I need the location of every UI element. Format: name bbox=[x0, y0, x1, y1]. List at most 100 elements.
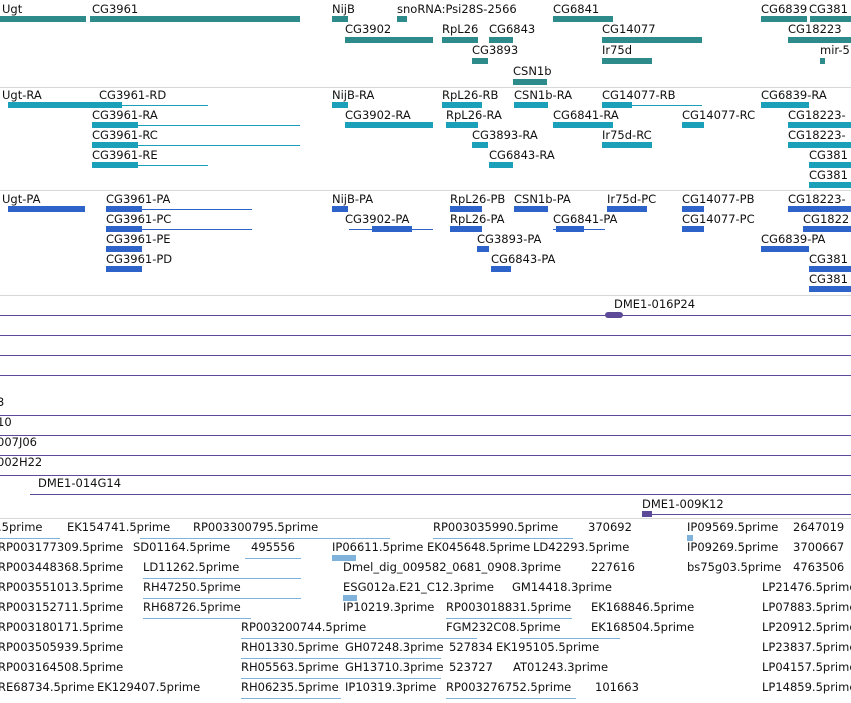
transcript-label[interactable]: CG6843-PA bbox=[491, 252, 556, 266]
transcript-feature[interactable] bbox=[809, 162, 851, 168]
est-feature[interactable] bbox=[143, 598, 301, 599]
est-label[interactable]: RH01330.5prime bbox=[241, 640, 339, 654]
transcript-label[interactable]: CG6839-PA bbox=[761, 232, 826, 246]
est-label[interactable]: RP003152711.5prime bbox=[0, 600, 124, 614]
transcript-label[interactable]: CG6843-RA bbox=[489, 148, 555, 162]
transcript-feature[interactable] bbox=[8, 206, 85, 212]
est-label[interactable]: 101663 bbox=[595, 680, 639, 694]
clone-feature[interactable] bbox=[0, 335, 851, 336]
transcript-feature[interactable] bbox=[803, 226, 851, 232]
transcript-label[interactable]: RpL26-PB bbox=[450, 192, 506, 206]
transcript-feature[interactable] bbox=[106, 209, 252, 210]
transcript-label[interactable]: RpL26-RA bbox=[446, 108, 502, 122]
est-label[interactable]: 2647019 bbox=[793, 520, 845, 534]
est-label[interactable]: RP003177309.5prime bbox=[0, 540, 124, 554]
clone-label[interactable]: 007J06 bbox=[0, 435, 37, 449]
transcript-label[interactable]: CG3961-RC bbox=[92, 128, 158, 142]
gene-feature[interactable] bbox=[788, 37, 851, 43]
clone-feature[interactable] bbox=[0, 455, 851, 456]
transcript-feature[interactable] bbox=[477, 246, 489, 252]
est-label[interactable]: LP20912.5prime bbox=[762, 620, 851, 634]
gene-label[interactable]: RpL26 bbox=[442, 22, 479, 36]
transcript-label[interactable]: CG6841-PA bbox=[553, 212, 618, 226]
gene-feature[interactable] bbox=[0, 16, 86, 22]
est-label[interactable]: 370692 bbox=[588, 520, 632, 534]
gene-feature[interactable] bbox=[345, 37, 433, 43]
transcript-label[interactable]: CG6839-RA bbox=[761, 88, 827, 102]
est-feature[interactable] bbox=[241, 658, 441, 659]
est-label[interactable]: EK195105.5prime bbox=[496, 640, 600, 654]
gene-feature[interactable] bbox=[332, 16, 348, 22]
est-feature[interactable] bbox=[520, 638, 620, 639]
est-label[interactable]: 3700667 bbox=[793, 540, 845, 554]
clone-feature[interactable] bbox=[642, 514, 851, 515]
transcript-label[interactable]: CG3961-PD bbox=[106, 252, 173, 266]
transcript-label[interactable]: CG18223- bbox=[788, 128, 846, 142]
est-label[interactable]: IP06611.5prime bbox=[332, 540, 424, 554]
est-label[interactable]: LD42293.5prime bbox=[533, 540, 630, 554]
transcript-label[interactable]: Ir75d-PC bbox=[607, 192, 657, 206]
transcript-label[interactable]: CG14077-PB bbox=[682, 192, 755, 206]
gene-label[interactable]: mir-5 bbox=[820, 43, 850, 57]
gene-label[interactable]: Ir75d bbox=[602, 43, 633, 57]
transcript-label[interactable]: CG1822 bbox=[803, 212, 850, 226]
est-label[interactable]: RP003448368.5prime bbox=[0, 560, 124, 574]
clone-feature[interactable] bbox=[0, 355, 851, 356]
est-feature[interactable] bbox=[343, 595, 357, 601]
est-label[interactable]: EK168504.5prime bbox=[591, 620, 695, 634]
gene-feature[interactable] bbox=[553, 16, 613, 22]
transcript-feature[interactable] bbox=[682, 122, 704, 128]
est-label[interactable]: EK168846.5prime bbox=[591, 600, 695, 614]
gene-label[interactable]: CG3902 bbox=[345, 22, 392, 36]
transcript-label[interactable]: CG381 bbox=[809, 148, 848, 162]
est-label[interactable]: 527834 bbox=[449, 640, 493, 654]
transcript-feature[interactable] bbox=[332, 206, 348, 212]
clone-feature[interactable] bbox=[0, 475, 851, 476]
clone-feature[interactable] bbox=[0, 375, 851, 376]
gene-label[interactable]: CG3961 bbox=[92, 2, 139, 16]
gene-label[interactable]: Ugt bbox=[2, 2, 23, 16]
gene-feature[interactable] bbox=[90, 16, 300, 22]
transcript-label[interactable]: CG3961-PA bbox=[106, 192, 171, 206]
transcript-feature[interactable] bbox=[92, 165, 208, 166]
est-label[interactable]: bs75g03.5prime bbox=[687, 560, 782, 574]
est-label[interactable]: FGM232C08.5prime bbox=[446, 620, 561, 634]
transcript-feature[interactable] bbox=[788, 122, 851, 128]
transcript-label[interactable]: CG18223- bbox=[788, 108, 846, 122]
clone-label[interactable]: DME1-009K12 bbox=[642, 497, 724, 511]
est-label[interactable]: RH68726.5prime bbox=[143, 600, 241, 614]
gene-feature[interactable] bbox=[602, 58, 652, 64]
transcript-label[interactable]: CG3893-PA bbox=[477, 232, 542, 246]
est-label[interactable]: RP003018831.5prime bbox=[446, 600, 572, 614]
gene-feature[interactable] bbox=[489, 37, 513, 43]
est-label[interactable]: 523727 bbox=[449, 660, 493, 674]
clone-label[interactable]: 10 bbox=[0, 415, 12, 429]
transcript-feature[interactable] bbox=[602, 105, 702, 106]
est-label[interactable]: GH13710.3prime bbox=[345, 660, 444, 674]
est-feature[interactable] bbox=[332, 555, 356, 561]
est-label[interactable]: IP09269.5prime bbox=[687, 540, 779, 554]
gene-feature[interactable] bbox=[442, 37, 478, 43]
transcript-label[interactable]: RpL26-PA bbox=[450, 212, 505, 226]
est-feature[interactable] bbox=[241, 698, 341, 699]
gene-feature[interactable] bbox=[397, 16, 407, 22]
transcript-label[interactable]: CG3902-RA bbox=[345, 108, 411, 122]
transcript-feature[interactable] bbox=[602, 142, 652, 148]
est-feature[interactable] bbox=[433, 538, 573, 539]
transcript-feature[interactable] bbox=[450, 226, 482, 232]
est-label[interactable]: LP07883.5prime bbox=[762, 600, 851, 614]
gene-label[interactable]: CG3893 bbox=[472, 43, 519, 57]
transcript-label[interactable]: CG3961-PE bbox=[106, 232, 171, 246]
transcript-feature[interactable] bbox=[809, 286, 851, 292]
est-label[interactable]: RH05563.5prime bbox=[241, 660, 339, 674]
transcript-feature[interactable] bbox=[489, 162, 513, 168]
transcript-label[interactable]: CG381 bbox=[809, 272, 848, 286]
gene-feature[interactable] bbox=[761, 16, 807, 22]
est-label[interactable]: 495556 bbox=[251, 540, 295, 554]
transcript-feature[interactable] bbox=[491, 266, 511, 272]
transcript-label[interactable]: Ugt-PA bbox=[2, 192, 41, 206]
transcript-label[interactable]: CG381 bbox=[809, 168, 848, 182]
est-label[interactable]: GH07248.3prime bbox=[345, 640, 444, 654]
est-label[interactable]: IP10319.3prime bbox=[345, 680, 437, 694]
transcript-label[interactable]: CG381 bbox=[809, 252, 848, 266]
